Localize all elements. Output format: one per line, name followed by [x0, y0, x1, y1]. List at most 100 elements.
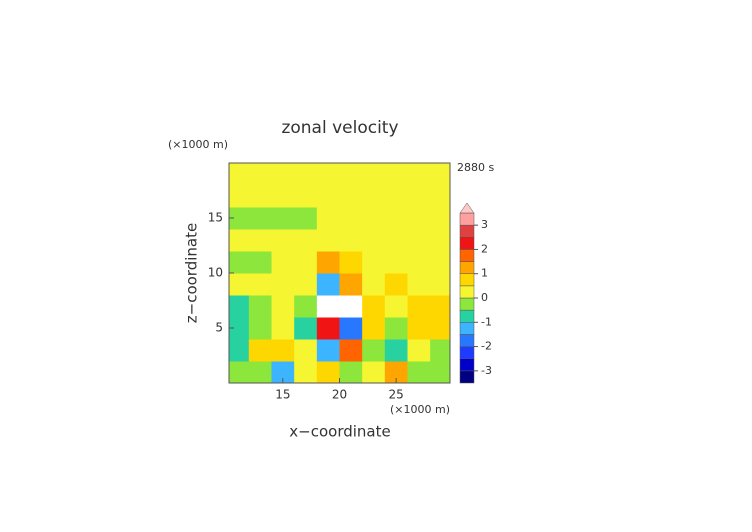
colorbar-label: -2	[481, 340, 492, 353]
colorbar-box	[459, 285, 475, 299]
y-tick-label: 15	[208, 211, 223, 225]
field-cell	[271, 295, 295, 318]
colorbar-box	[459, 309, 475, 323]
field-cell	[248, 207, 272, 230]
field-cell	[248, 273, 272, 296]
field-cell	[384, 251, 408, 274]
colorbar-label: -1	[481, 315, 492, 328]
field-cell	[339, 317, 363, 340]
field-cell	[407, 251, 431, 274]
field-cell	[430, 185, 450, 208]
field-cell	[316, 339, 340, 362]
field-cell	[430, 295, 450, 318]
x-tick-label: 15	[275, 388, 290, 402]
field-cell	[407, 185, 431, 208]
field-cell	[229, 273, 250, 296]
field-cell	[271, 229, 295, 252]
field-cell	[229, 163, 250, 186]
colorbar-box	[459, 334, 475, 347]
field-cell	[430, 251, 450, 274]
field-cell	[248, 163, 272, 186]
x-tick-label: 25	[389, 388, 404, 402]
colorbar-box	[459, 237, 475, 250]
y-tick-label: 5	[215, 321, 223, 335]
field-cell	[384, 361, 408, 383]
field-cell	[248, 251, 272, 274]
field-cell	[384, 229, 408, 252]
field-cell	[430, 207, 450, 230]
field-cell	[407, 361, 431, 383]
field-cell	[248, 229, 272, 252]
field-cell	[430, 317, 450, 340]
field-cell	[407, 317, 431, 340]
field-cell	[362, 339, 386, 362]
field-cell	[430, 163, 450, 186]
field-cell	[271, 251, 295, 274]
field-cell	[384, 295, 408, 318]
field-cell	[384, 163, 408, 186]
field-cell	[316, 295, 340, 318]
field-cell	[362, 251, 386, 274]
colorbar-label: 2	[481, 242, 488, 255]
field-cell	[362, 317, 386, 340]
field-cell	[407, 207, 431, 230]
field-cell	[294, 317, 318, 340]
field-cell	[384, 339, 408, 362]
field-cell	[316, 185, 340, 208]
field-cell	[362, 207, 386, 230]
field-cell	[316, 361, 340, 383]
colorbar-box	[459, 212, 475, 226]
y-axis-label: z−coordinate	[183, 223, 201, 323]
field-cell	[362, 361, 386, 383]
field-cell	[316, 229, 340, 252]
field-cell	[407, 163, 431, 186]
colorbar-box	[459, 273, 475, 287]
field-cell	[271, 361, 295, 383]
colorbar-box	[459, 224, 475, 238]
field-cell	[229, 229, 250, 252]
chart-title: zonal velocity	[281, 118, 398, 138]
field-cell	[339, 163, 363, 186]
field-cell	[229, 295, 250, 318]
colorbar-box	[459, 249, 475, 262]
field-cell	[248, 295, 272, 318]
field-cell	[339, 339, 363, 362]
field-cell	[294, 251, 318, 274]
field-cell	[430, 339, 450, 362]
field-cell	[294, 339, 318, 362]
colorbar-box	[459, 297, 475, 311]
colorbar-box	[459, 370, 475, 384]
colorbar-label: -3	[481, 364, 492, 377]
y-tick-label: 10	[208, 266, 223, 280]
field-cell	[316, 163, 340, 186]
field-cell	[362, 185, 386, 208]
colorbar-label: 0	[481, 291, 488, 304]
colorbar-label: 3	[481, 218, 488, 231]
field-cell	[407, 339, 431, 362]
field-cell	[271, 339, 295, 362]
field-cell	[229, 251, 250, 274]
field-cell	[384, 317, 408, 340]
field-cell	[271, 163, 295, 186]
y-unit: (×1000 m)	[168, 138, 228, 151]
field-cell	[271, 273, 295, 296]
field-cell	[339, 251, 363, 274]
field-cell	[384, 273, 408, 296]
field-cell	[407, 229, 431, 252]
field-cell	[229, 361, 250, 383]
field-cell	[339, 295, 363, 318]
field-cell	[316, 251, 340, 274]
field-cell	[316, 207, 340, 230]
field	[229, 163, 450, 383]
field-cell	[430, 273, 450, 296]
field-cell	[384, 185, 408, 208]
colorbar-label: 1	[481, 267, 488, 280]
field-cell	[294, 273, 318, 296]
field-cell	[407, 295, 431, 318]
field-cell	[248, 339, 272, 362]
field-cell	[294, 185, 318, 208]
field-cell	[271, 317, 295, 340]
field-cell	[407, 273, 431, 296]
field-cell	[248, 361, 272, 383]
field-cell	[339, 185, 363, 208]
